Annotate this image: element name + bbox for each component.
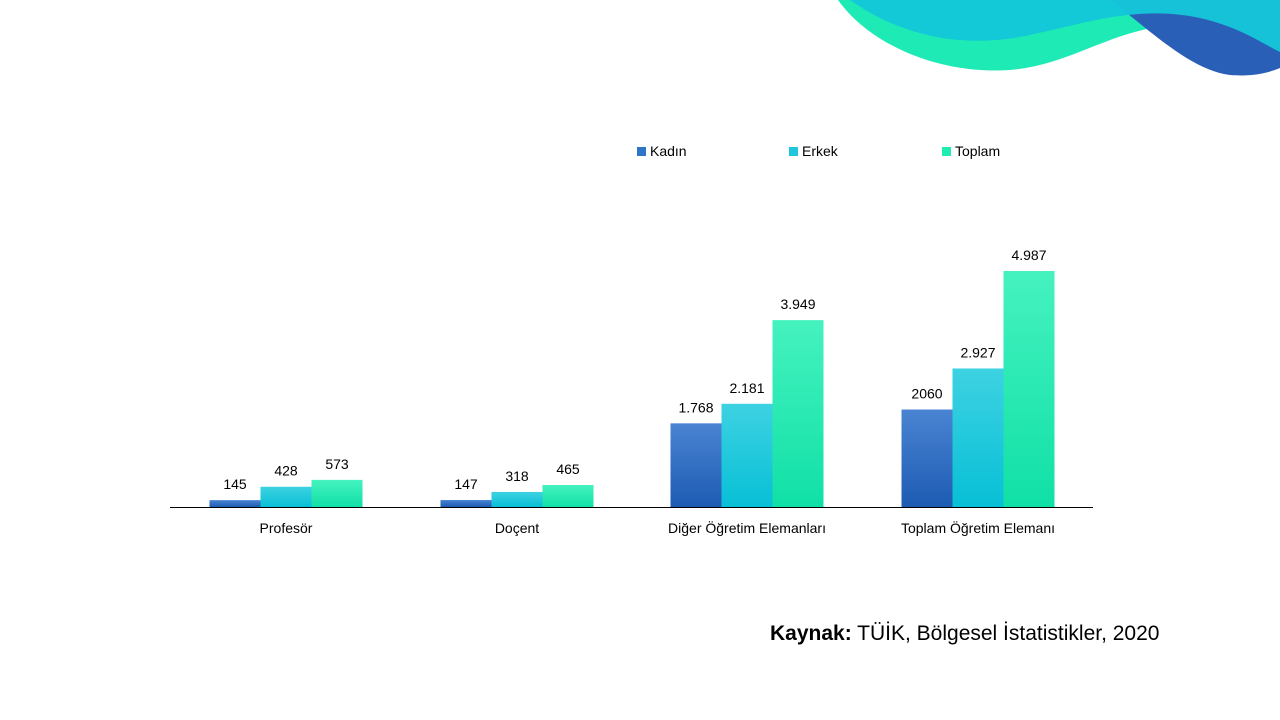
x-tick-label-2: Diğer Öğretim Elemanları (668, 519, 826, 536)
data-label-1-3: 2.927 (960, 344, 995, 360)
data-label-2-3: 4.987 (1011, 247, 1046, 263)
bar-1-0 (260, 486, 312, 507)
bar-2-1 (542, 484, 594, 507)
data-label-0-1: 147 (454, 476, 478, 492)
x-tick-label-1: Doçent (495, 520, 539, 536)
bar-1-2 (721, 403, 773, 507)
data-label-1-1: 318 (505, 468, 529, 484)
bar-0-2 (670, 423, 722, 507)
data-label-1-2: 2.181 (729, 380, 764, 396)
x-tick-label-0: Profesör (260, 520, 313, 536)
data-label-2-1: 465 (556, 461, 580, 477)
wave-cyan (850, 0, 1280, 52)
data-label-1-0: 428 (274, 463, 298, 479)
legend-swatch-2 (942, 147, 951, 156)
bar-1-1 (491, 491, 543, 507)
x-tick-label-3: Toplam Öğretim Elemanı (901, 519, 1055, 536)
source-text: TÜİK, Bölgesel İstatistikler, 2020 (851, 622, 1160, 645)
data-label-0-2: 1.768 (678, 399, 713, 415)
legend-swatch-1 (789, 147, 798, 156)
data-label-2-2: 3.949 (780, 296, 815, 312)
bar-1-3 (952, 368, 1004, 507)
bar-2-0 (311, 479, 363, 507)
bar-0-1 (440, 500, 492, 507)
data-label-0-3: 2060 (911, 386, 942, 402)
source-note: Kaynak: TÜİK, Bölgesel İstatistikler, 20… (770, 622, 1159, 646)
legend: Kadın Erkek Toplam (637, 143, 1000, 159)
bar-0-3 (901, 409, 953, 507)
data-label-2-0: 573 (325, 456, 349, 472)
bar-2-3 (1003, 271, 1055, 507)
bar-2-2 (772, 320, 824, 507)
legend-label-0: Kadın (650, 143, 687, 159)
bar-0-0 (209, 500, 261, 507)
data-label-0-0: 145 (223, 476, 247, 492)
legend-label-1: Erkek (802, 143, 839, 159)
source-label: Kaynak: (770, 622, 852, 645)
bars: 145 428 573 147 318 465 1.768 2.181 3.949 2060 2.9… (209, 247, 1055, 507)
legend-swatch-0 (637, 147, 646, 156)
legend-label-2: Toplam (955, 143, 1000, 159)
x-tick-labels: Profesör Doçent Diğer Öğretim Elemanları To… (260, 519, 1055, 536)
